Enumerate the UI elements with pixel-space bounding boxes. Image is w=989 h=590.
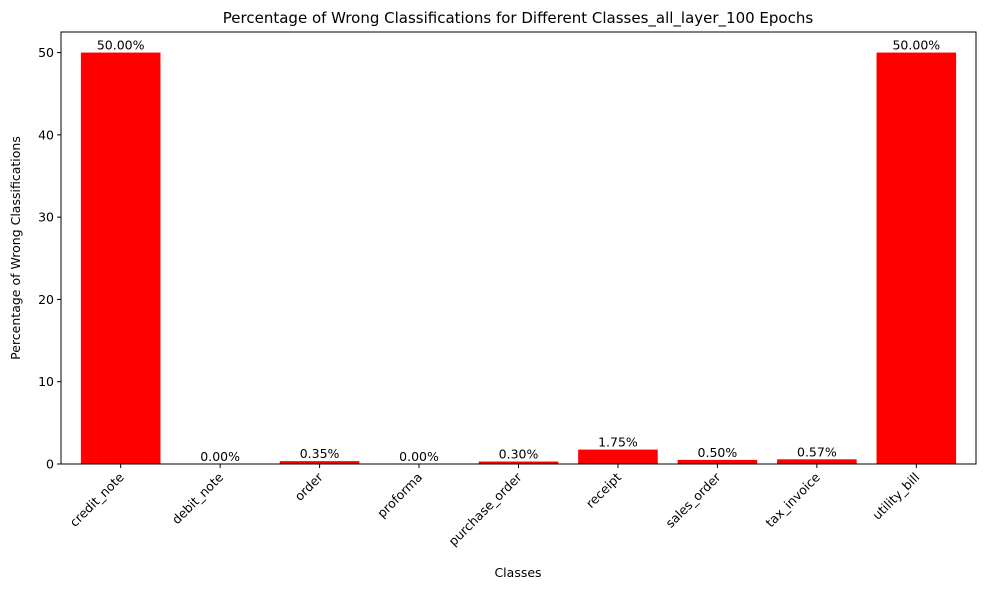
x-tick-label-order: order (292, 469, 327, 504)
x-tick-label-credit-note: credit_note (67, 469, 127, 529)
bar-order (279, 461, 360, 464)
y-axis: 0 10 20 30 40 50 (38, 45, 61, 472)
data-label-debit-note: 0.00% (200, 449, 240, 464)
data-labels-layer: 50.00% 0.00% 0.35% 0.00% 0.30% 1.75% 0.50% 0.57… (97, 38, 940, 464)
x-tick-label-purchase-order: purchase_order (445, 469, 525, 549)
x-axis-label: Classes (494, 565, 541, 580)
y-tick-label-30: 30 (38, 210, 54, 225)
chart-title: Percentage of Wrong Classifications for … (223, 9, 814, 28)
bar-tax-invoice (777, 459, 857, 464)
bar-purchase-order (478, 461, 559, 464)
data-label-receipt: 1.75% (598, 435, 638, 450)
x-tick-label-sales-order: sales_order (662, 469, 724, 531)
x-tick-label-debit-note: debit_note (169, 469, 227, 527)
y-tick-label-50: 50 (38, 45, 54, 60)
bars-layer (80, 52, 957, 464)
x-axis: credit_note debit_note order proforma purcha… (67, 464, 922, 549)
y-tick-label-40: 40 (38, 127, 54, 142)
y-tick-label-0: 0 (46, 457, 54, 472)
data-label-proforma: 0.00% (399, 449, 439, 464)
data-label-purchase-order: 0.30% (499, 447, 539, 462)
bar-credit-note (80, 52, 161, 464)
data-label-tax-invoice: 0.57% (797, 444, 837, 459)
plot-area-frame (60, 31, 977, 465)
y-tick-label-10: 10 (38, 374, 54, 389)
x-tick-label-proforma: proforma (374, 470, 425, 521)
y-tick-label-20: 20 (38, 292, 54, 307)
data-label-sales-order: 0.50% (698, 445, 738, 460)
x-tick-label-utility-bill: utility_bill (869, 470, 922, 523)
x-tick-label-receipt: receipt (583, 469, 624, 510)
data-label-credit-note: 50.00% (97, 38, 145, 53)
y-axis-label: Percentage of Wrong Classifications (8, 136, 23, 360)
data-label-order: 0.35% (300, 446, 340, 461)
data-label-utility-bill: 50.00% (892, 38, 940, 53)
bar-receipt (578, 449, 658, 464)
bar-utility-bill (876, 52, 957, 464)
bar-sales-order (677, 459, 758, 464)
x-tick-label-tax-invoice: tax_invoice (762, 469, 823, 530)
